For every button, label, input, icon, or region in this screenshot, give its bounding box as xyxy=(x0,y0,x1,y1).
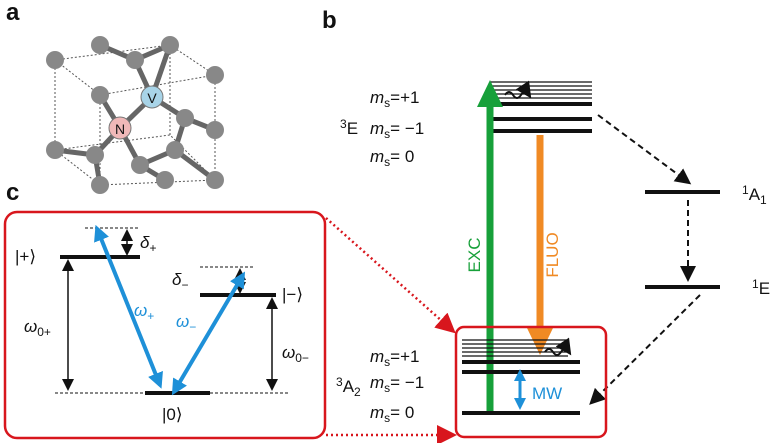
text-part: − xyxy=(189,320,196,334)
level-label: ms= −1 xyxy=(370,373,424,395)
panel-label: b xyxy=(322,7,337,34)
atom-label: V xyxy=(147,90,157,106)
text-part: ω xyxy=(134,301,147,320)
level-label: ms= 0 xyxy=(370,403,414,425)
state-label: |−⟩ xyxy=(282,285,303,304)
zoom-connector xyxy=(326,218,452,435)
text-part: m xyxy=(370,373,384,392)
text-part: A xyxy=(343,377,355,396)
text-part: ω xyxy=(176,312,189,331)
text-part: + xyxy=(149,241,156,255)
text-part: m xyxy=(370,403,384,422)
figure: a b c N V ms=+1 3E ms= −1 ms= 0 EXC FLUO… xyxy=(0,0,779,443)
intersystem-arrows xyxy=(592,115,700,402)
text-part: =+1 xyxy=(390,347,419,366)
atom-label: N xyxy=(115,121,125,137)
text-part: = −1 xyxy=(390,373,424,392)
transition-label: ω+ xyxy=(134,301,154,323)
text-part: = −1 xyxy=(390,119,424,138)
state-label: 1A1 xyxy=(742,183,767,207)
excited-levels xyxy=(490,82,592,131)
splitting-label: δ+ xyxy=(140,233,156,255)
text-part: 0− xyxy=(295,351,309,365)
frequency-label: ω0+ xyxy=(24,317,51,339)
text-part: ω xyxy=(24,317,37,336)
state-label: 1E xyxy=(752,277,770,298)
level-label: ms= 0 xyxy=(370,147,414,169)
level-label: ms=+1 xyxy=(370,347,419,369)
text-part: m xyxy=(370,147,384,166)
state-label: 3E xyxy=(340,117,358,138)
text-part: + xyxy=(147,309,154,323)
text-part: =+1 xyxy=(390,88,419,107)
text-part: ω xyxy=(282,343,295,362)
arrowhead xyxy=(527,328,553,355)
text-part: m xyxy=(370,347,384,366)
text-part: = 0 xyxy=(390,403,414,422)
text-part: E xyxy=(347,119,358,138)
state-label: 3A2 xyxy=(336,375,361,399)
text-part: = 0 xyxy=(390,147,414,166)
frequency-label: ω0− xyxy=(282,343,309,365)
text-part: 2 xyxy=(354,385,361,399)
text-part: 0+ xyxy=(37,325,51,339)
text-part: − xyxy=(181,278,188,292)
splitting-label: δ− xyxy=(172,270,188,292)
text-part: 1 xyxy=(760,193,767,207)
state-label: |+⟩ xyxy=(15,247,36,266)
crystal xyxy=(46,36,224,194)
excitation-label: EXC xyxy=(465,238,484,273)
text-part: A xyxy=(749,185,761,204)
text-part: E xyxy=(759,279,770,298)
level-label: ms=+1 xyxy=(370,88,419,110)
microwave-label: MW xyxy=(532,384,562,403)
panel-label: c xyxy=(6,179,19,206)
panel-label: a xyxy=(6,0,20,26)
fluorescence-label: FLUO xyxy=(543,232,562,277)
text-part: m xyxy=(370,119,384,138)
text-part: m xyxy=(370,88,384,107)
level-label: ms= −1 xyxy=(370,119,424,141)
inset-levels xyxy=(55,228,290,393)
state-label: |0⟩ xyxy=(162,405,183,424)
transition-label: ω− xyxy=(176,312,196,334)
